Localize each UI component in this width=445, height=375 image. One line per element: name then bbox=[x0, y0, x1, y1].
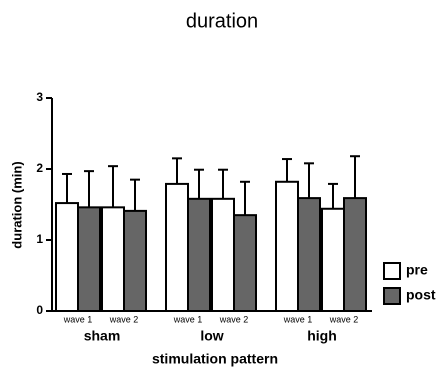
group-label: high bbox=[307, 328, 337, 344]
x-tick-label: wave 2 bbox=[219, 314, 249, 324]
group-label: sham bbox=[84, 328, 121, 344]
bar bbox=[233, 214, 257, 312]
y-tick-label: 0 bbox=[36, 303, 43, 317]
bar bbox=[297, 197, 321, 312]
x-tick-label: wave 1 bbox=[63, 314, 93, 324]
bar bbox=[55, 202, 79, 312]
bar bbox=[165, 182, 189, 312]
y-tick-label: 1 bbox=[36, 232, 43, 246]
x-axis-title: stimulation pattern bbox=[152, 351, 278, 367]
x-tick-label: wave 1 bbox=[173, 314, 203, 324]
legend-swatch bbox=[383, 287, 401, 305]
bar bbox=[123, 209, 147, 312]
y-tick-label: 2 bbox=[36, 161, 43, 175]
legend-label: post bbox=[406, 287, 436, 303]
x-tick-label: wave 2 bbox=[109, 314, 139, 324]
chart-title: duration bbox=[186, 10, 258, 32]
bar bbox=[101, 206, 125, 312]
legend-swatch bbox=[383, 262, 401, 280]
x-tick-label: wave 1 bbox=[283, 314, 313, 324]
bar bbox=[211, 197, 235, 313]
bar bbox=[77, 206, 101, 312]
bar bbox=[343, 197, 367, 312]
y-tick-label: 3 bbox=[36, 90, 43, 104]
legend-label: pre bbox=[406, 262, 428, 278]
group-label: low bbox=[200, 328, 223, 344]
bar bbox=[321, 207, 345, 312]
x-tick-label: wave 2 bbox=[329, 314, 359, 324]
y-axis-title: duration (min) bbox=[9, 161, 24, 248]
bar bbox=[275, 180, 299, 312]
bar bbox=[187, 197, 211, 313]
